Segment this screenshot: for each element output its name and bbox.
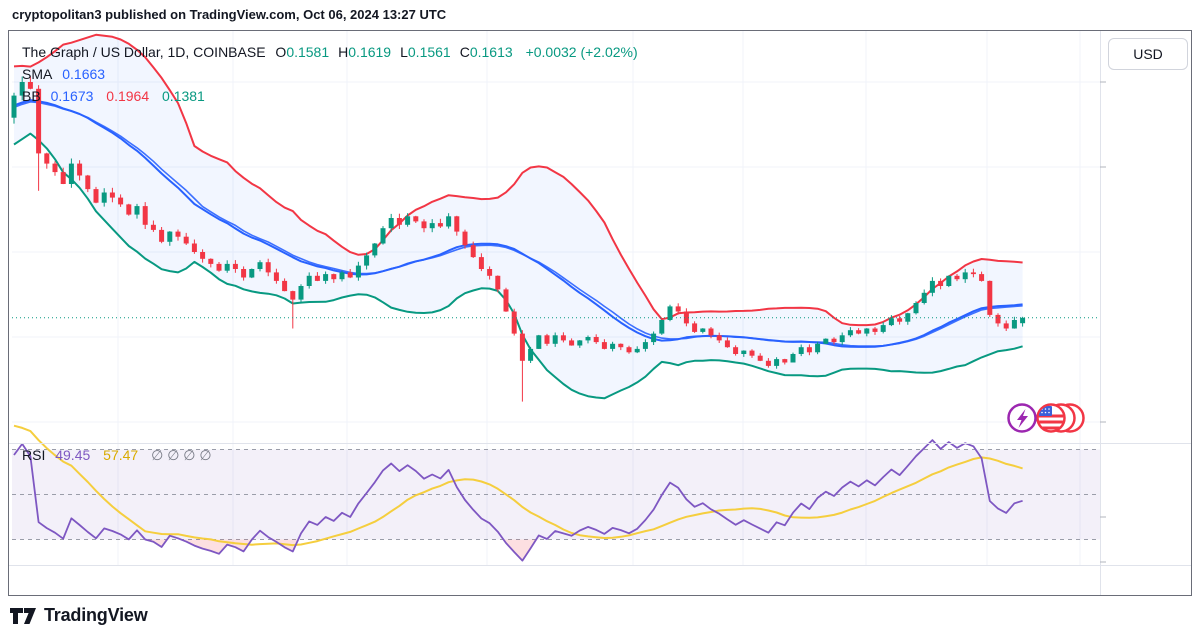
sma-label: SMA: [22, 66, 53, 82]
ohlc-letter: O: [275, 44, 287, 60]
flag-coins-icon[interactable]: [1036, 403, 1085, 433]
sma-legend-row[interactable]: SMA 0.1663: [22, 66, 114, 82]
sma-value: 0.1663: [62, 66, 106, 82]
ohlc-letter: C: [459, 44, 470, 60]
attribution-text: cryptopolitan3 published on TradingView.…: [12, 7, 447, 22]
bb-label: BB: [22, 88, 41, 104]
ohlc-values: O0.1581 H0.1619 L0.1561 C0.1613: [275, 44, 521, 60]
tradingview-glyph-icon: [10, 607, 36, 624]
rsi-label: RSI: [22, 447, 46, 463]
rsi-empty-params: ∅ ∅ ∅ ∅: [151, 447, 212, 463]
rsi-ma-value: 57.47: [103, 447, 139, 463]
ohlc-value: 0.1561: [407, 44, 451, 60]
rsi-legend-row[interactable]: RSI 49.45 57.47 ∅ ∅ ∅ ∅: [22, 447, 221, 464]
lightning-icon[interactable]: [1007, 403, 1037, 433]
bb-upper-value: 0.1964: [106, 88, 150, 104]
ohlc-letter: L: [400, 44, 408, 60]
ohlc-value: 0.1581: [286, 44, 330, 60]
tradingview-logo[interactable]: TradingView: [10, 605, 148, 626]
rsi-value: 49.45: [55, 447, 91, 463]
symbol-title: The Graph / US Dollar, 1D, COINBASE: [22, 44, 266, 60]
ohlc-letter: H: [338, 44, 349, 60]
symbol-legend-row[interactable]: The Graph / US Dollar, 1D, COINBASE O0.1…: [22, 44, 647, 60]
ohlc-value: 0.1613: [469, 44, 513, 60]
bb-lower-value: 0.1381: [162, 88, 205, 104]
bb-basis-value: 0.1673: [50, 88, 94, 104]
ohlc-value: 0.1619: [348, 44, 392, 60]
currency-button[interactable]: USD: [1108, 38, 1188, 70]
change-value: +0.0032 (+2.02%): [525, 44, 638, 60]
bb-legend-row[interactable]: BB 0.1673 0.1964 0.1381: [22, 88, 214, 104]
brand-text: TradingView: [44, 605, 148, 625]
